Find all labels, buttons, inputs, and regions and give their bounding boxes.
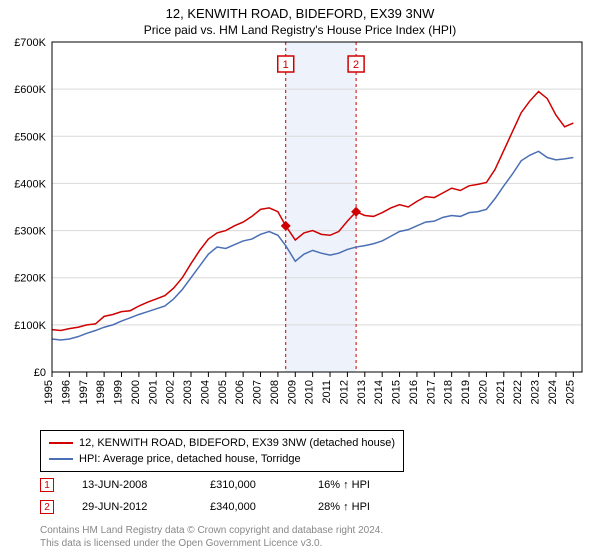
x-tick-label: 2002 [165, 380, 177, 404]
marker-label-text: 2 [353, 59, 359, 71]
y-tick-label: £700K [14, 38, 46, 49]
x-tick-label: 2015 [391, 380, 403, 404]
x-tick-label: 2013 [356, 380, 368, 404]
y-tick-label: £200K [14, 273, 46, 285]
legend-row: 12, KENWITH ROAD, BIDEFORD, EX39 3NW (de… [49, 435, 395, 451]
sale-delta: 28% ↑ HPI [318, 501, 370, 513]
sale-delta: 16% ↑ HPI [318, 479, 370, 491]
x-tick-label: 1995 [43, 380, 55, 404]
x-tick-label: 2016 [408, 380, 420, 404]
x-tick-label: 1996 [60, 380, 72, 404]
chart-container: 12, KENWITH ROAD, BIDEFORD, EX39 3NW Pri… [0, 0, 600, 560]
x-tick-label: 2019 [460, 380, 472, 404]
title-subtitle: Price paid vs. HM Land Registry's House … [0, 23, 600, 39]
x-tick-label: 2006 [234, 380, 246, 404]
x-tick-label: 2012 [338, 380, 350, 404]
legend-swatch [49, 458, 73, 460]
y-tick-label: £300K [14, 226, 46, 238]
sale-price: £340,000 [210, 501, 290, 513]
legend-row: HPI: Average price, detached house, Torr… [49, 451, 395, 467]
sale-price: £310,000 [210, 479, 290, 491]
sales-table: 1 13-JUN-2008 £310,000 16% ↑ HPI 2 29-JUN-201… [40, 474, 370, 518]
x-tick-label: 1997 [78, 380, 90, 404]
legend-swatch [49, 442, 73, 444]
x-tick-label: 2008 [269, 380, 281, 404]
legend-label: HPI: Average price, detached house, Torr… [79, 453, 301, 465]
sale-date: 29-JUN-2012 [82, 501, 182, 513]
marker-label-text: 1 [283, 59, 289, 71]
attribution-line2: This data is licensed under the Open Gov… [40, 537, 383, 550]
y-tick-label: £0 [34, 367, 46, 379]
x-tick-label: 2003 [182, 380, 194, 404]
title-address: 12, KENWITH ROAD, BIDEFORD, EX39 3NW [0, 6, 600, 23]
y-tick-label: £500K [14, 132, 46, 144]
x-tick-label: 2014 [373, 380, 385, 404]
x-tick-label: 2005 [217, 380, 229, 404]
legend-label: 12, KENWITH ROAD, BIDEFORD, EX39 3NW (de… [79, 437, 395, 449]
x-tick-label: 1998 [95, 380, 107, 404]
sale-row: 2 29-JUN-2012 £340,000 28% ↑ HPI [40, 496, 370, 518]
x-tick-label: 2021 [495, 380, 507, 404]
x-tick-label: 2001 [147, 380, 159, 404]
legend-box: 12, KENWITH ROAD, BIDEFORD, EX39 3NW (de… [40, 430, 404, 472]
x-tick-label: 2024 [547, 380, 559, 404]
x-tick-label: 2020 [477, 380, 489, 404]
x-tick-label: 2018 [443, 380, 455, 404]
x-tick-label: 1999 [113, 380, 125, 404]
attribution-line1: Contains HM Land Registry data © Crown c… [40, 524, 383, 537]
attribution: Contains HM Land Registry data © Crown c… [40, 524, 383, 550]
sale-marker: 1 [40, 478, 54, 492]
x-tick-label: 2011 [321, 380, 333, 404]
x-tick-label: 2007 [252, 380, 264, 404]
x-tick-label: 2017 [425, 380, 437, 404]
title-block: 12, KENWITH ROAD, BIDEFORD, EX39 3NW Pri… [0, 0, 600, 38]
x-tick-label: 2025 [564, 380, 576, 404]
sale-marker: 2 [40, 500, 54, 514]
x-tick-label: 2000 [130, 380, 142, 404]
x-tick-label: 2010 [304, 380, 316, 404]
x-tick-label: 2023 [530, 380, 542, 404]
sale-date: 13-JUN-2008 [82, 479, 182, 491]
x-tick-label: 2004 [199, 380, 211, 404]
y-tick-label: £600K [14, 85, 46, 97]
price-chart: £0 £100K £200K £300K £400K £500K £600K £700K 199… [0, 38, 600, 418]
x-tick-label: 2022 [512, 380, 524, 404]
y-tick-label: £100K [14, 320, 46, 332]
shaded-band [285, 42, 356, 372]
y-tick-label: £400K [14, 179, 46, 191]
sale-row: 1 13-JUN-2008 £310,000 16% ↑ HPI [40, 474, 370, 496]
x-tick-label: 2009 [286, 380, 298, 404]
